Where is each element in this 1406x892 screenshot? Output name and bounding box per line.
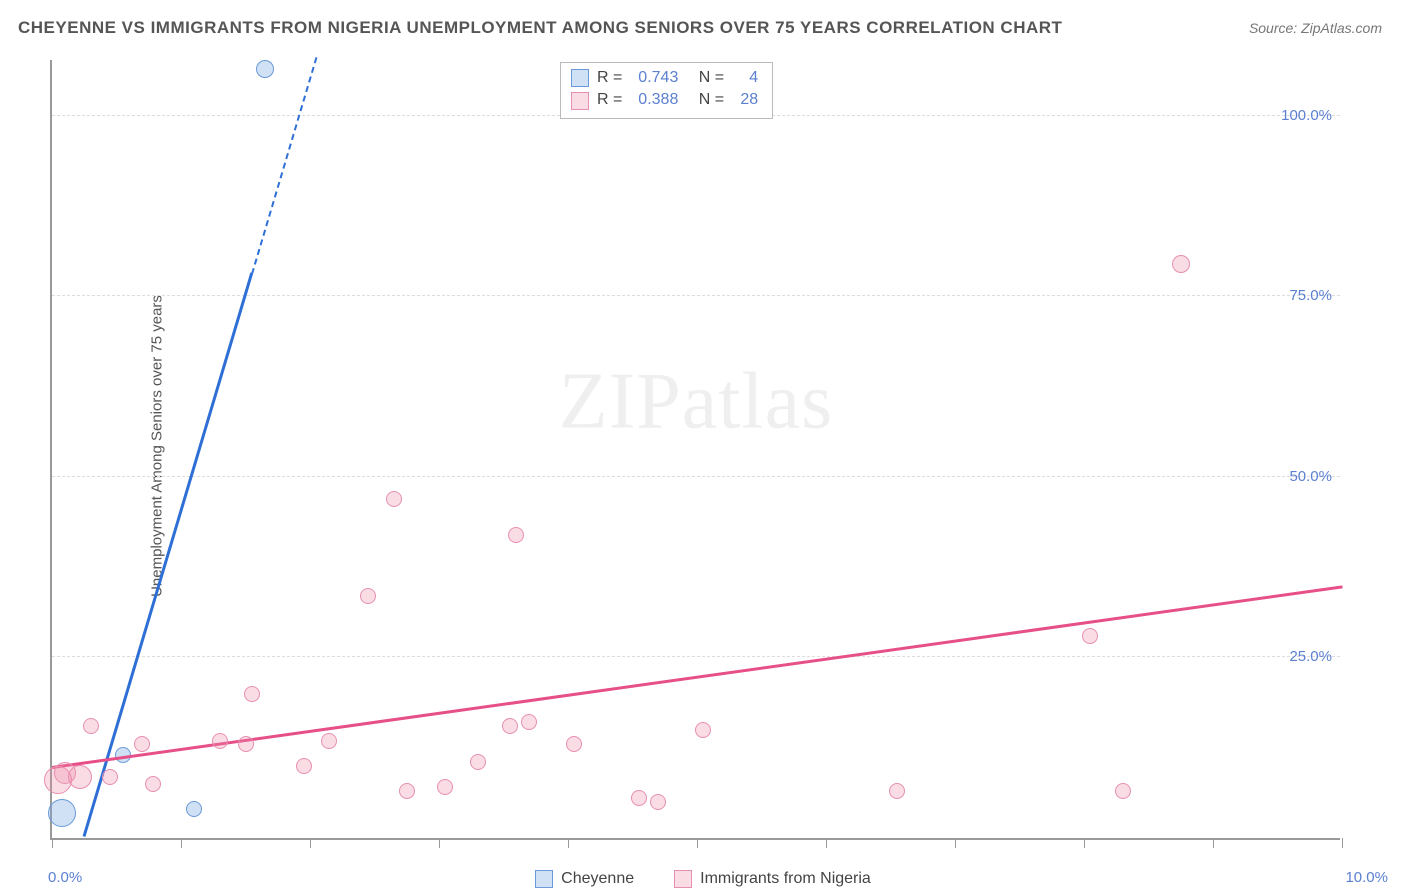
legend-bottom: Cheyenne Immigrants from Nigeria [0, 870, 1406, 888]
y-tick-label: 50.0% [1289, 468, 1332, 485]
legend-item-nigeria: Immigrants from Nigeria [674, 870, 871, 888]
gridline [52, 476, 1340, 477]
data-point [521, 714, 537, 730]
data-point [1115, 783, 1131, 799]
x-tick [955, 838, 956, 848]
source-label: Source: ZipAtlas.com [1249, 20, 1382, 36]
stats-r-value-cheyenne: 0.743 [630, 67, 678, 89]
x-tick [1342, 838, 1343, 848]
data-point [145, 776, 161, 792]
data-point [399, 783, 415, 799]
data-point [256, 60, 274, 78]
data-point [238, 736, 254, 752]
watermark-zip: ZIP [559, 358, 682, 446]
data-point [68, 765, 92, 789]
y-tick-label: 25.0% [1289, 648, 1332, 665]
watermark-atlas: atlas [682, 358, 834, 446]
watermark: ZIPatlas [559, 357, 834, 448]
x-tick [826, 838, 827, 848]
data-point [102, 769, 118, 785]
swatch-nigeria [571, 92, 589, 110]
y-tick-label: 75.0% [1289, 287, 1332, 304]
x-tick [52, 838, 53, 848]
data-point [695, 722, 711, 738]
x-tick [439, 838, 440, 848]
stats-n-label: N = [699, 67, 724, 89]
data-point [1082, 628, 1098, 644]
chart-title: CHEYENNE VS IMMIGRANTS FROM NIGERIA UNEM… [18, 18, 1062, 38]
x-tick [697, 838, 698, 848]
stats-n-label: N = [699, 89, 724, 111]
chart-container: CHEYENNE VS IMMIGRANTS FROM NIGERIA UNEM… [0, 0, 1406, 892]
swatch-cheyenne [571, 69, 589, 87]
x-tick [568, 838, 569, 848]
legend-item-cheyenne: Cheyenne [535, 870, 634, 888]
y-tick-label: 100.0% [1281, 107, 1332, 124]
data-point [470, 754, 486, 770]
data-point [360, 588, 376, 604]
data-point [48, 799, 76, 827]
stats-n-value-cheyenne: 4 [732, 67, 758, 89]
data-point [566, 736, 582, 752]
gridline [52, 656, 1340, 657]
data-point [321, 733, 337, 749]
stats-row-nigeria: R = 0.388 N = 28 [571, 89, 758, 111]
data-point [296, 758, 312, 774]
legend-label-nigeria: Immigrants from Nigeria [700, 870, 871, 888]
data-point [244, 686, 260, 702]
data-point [1172, 255, 1190, 273]
data-point [631, 790, 647, 806]
data-point [502, 718, 518, 734]
stats-n-value-nigeria: 28 [732, 89, 758, 111]
data-point [134, 736, 150, 752]
legend-swatch-cheyenne [535, 870, 553, 888]
x-tick [181, 838, 182, 848]
legend-label-cheyenne: Cheyenne [561, 870, 634, 888]
data-point [889, 783, 905, 799]
stats-r-value-nigeria: 0.388 [630, 89, 678, 111]
trend-line [251, 57, 317, 274]
x-tick [1213, 838, 1214, 848]
x-tick [1084, 838, 1085, 848]
data-point [83, 718, 99, 734]
legend-swatch-nigeria [674, 870, 692, 888]
plot-area: ZIPatlas 25.0% 50.0% 75.0% 100.0% [50, 60, 1340, 840]
stats-legend-box: R = 0.743 N = 4 R = 0.388 N = 28 [560, 62, 773, 119]
data-point [186, 801, 202, 817]
x-tick [310, 838, 311, 848]
data-point [386, 491, 402, 507]
data-point [212, 733, 228, 749]
data-point [437, 779, 453, 795]
data-point [508, 527, 524, 543]
stats-r-label: R = [597, 67, 622, 89]
data-point [650, 794, 666, 810]
stats-r-label: R = [597, 89, 622, 111]
stats-row-cheyenne: R = 0.743 N = 4 [571, 67, 758, 89]
